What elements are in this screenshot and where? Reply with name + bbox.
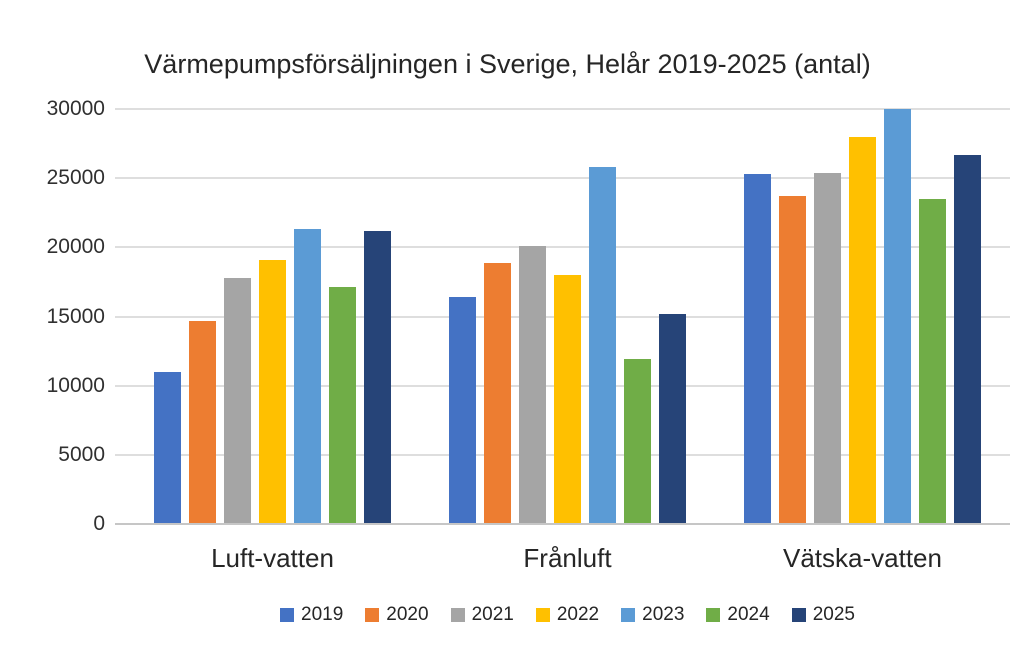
bar-2023-Vätska-vatten [884,109,911,524]
bar-2023-Luft-vatten [294,229,321,524]
bar-2025-Frånluft [659,313,686,524]
y-tick-label-0: 0 [93,512,105,535]
bar-2022-Luft-vatten [259,259,286,524]
chart-title: Värmepumpsförsäljningen i Sverige, Helår… [144,49,871,79]
y-axis: 0 5000 10000 15000 20000 25000 30000 [0,0,105,661]
gridline-30000 [115,108,1010,110]
x-category-label: Luft-vatten [211,543,334,573]
gridline-25000 [115,177,1010,180]
legend-item-2019: 2019 [280,604,343,626]
x-axis-line [115,523,1010,525]
bar-groups [125,109,1010,524]
legend-label-2020: 2020 [386,604,429,625]
bar-2024-Vätska-vatten [919,198,946,524]
gridline-20000 [115,246,1010,249]
bar-group-Frånluft [420,109,715,524]
legend-item-2022: 2022 [535,604,600,626]
legend-swatch-2022 [535,608,550,622]
legend-swatch-2019 [280,608,295,622]
x-category-label: Vätska-vatten [783,543,942,573]
y-tick-label-5000: 5000 [58,442,105,466]
bar-group-Luft-vatten [125,109,420,524]
bar-2019-Vätska-vatten [744,174,771,524]
legend: 2019 2020 2021 2022 2023 2024 2025 [125,604,1010,626]
legend-label-2021: 2021 [471,604,514,625]
legend-item-2023: 2023 [621,604,684,626]
legend-swatch-2023 [621,608,636,622]
legend-swatch-2024 [706,608,721,622]
legend-item-2024: 2024 [706,604,770,626]
bar-2020-Frånluft [484,262,511,524]
legend-item-2021: 2021 [450,604,514,626]
legend-label-2023: 2023 [642,604,685,625]
plot-area [115,108,1010,525]
bar-2021-Luft-vatten [224,277,251,524]
legend-label-2022: 2022 [556,604,600,625]
bar-group-Vätska-vatten [715,109,1010,524]
legend-swatch-2025 [791,608,806,622]
bar-2020-Vätska-vatten [779,196,806,524]
bar-2021-Frånluft [519,245,546,524]
bar-2024-Frånluft [624,359,651,524]
bar-2022-Frånluft [554,275,581,524]
bar-2025-Vätska-vatten [954,154,981,524]
bar-2025-Luft-vatten [364,230,391,524]
y-tick-label-25000: 25000 [46,166,105,190]
x-axis: Luft-vatten Frånluft Vätska-vatten [125,540,1010,576]
x-category-label: Frånluft [523,543,612,573]
y-tick-label-15000: 15000 [46,304,105,328]
y-tick-label-10000: 10000 [46,373,105,397]
bar-2019-Luft-vatten [154,371,181,524]
bar-2023-Frånluft [589,167,616,524]
y-tick-label-20000: 20000 [46,235,105,259]
bar-2019-Frånluft [449,297,476,524]
bar-2021-Vätska-vatten [814,172,841,524]
legend-label-2019: 2019 [301,604,344,625]
y-tick-label-30000: 30000 [46,97,105,120]
legend-label-2025: 2025 [812,604,855,625]
bar-2024-Luft-vatten [329,287,356,524]
bar-2020-Luft-vatten [189,320,216,524]
legend-swatch-2020 [365,608,380,622]
legend-label-2024: 2024 [727,604,770,625]
bar-2022-Vätska-vatten [849,136,876,524]
legend-item-2025: 2025 [791,604,855,626]
legend-swatch-2021 [450,608,465,622]
legend-item-2020: 2020 [365,604,429,626]
